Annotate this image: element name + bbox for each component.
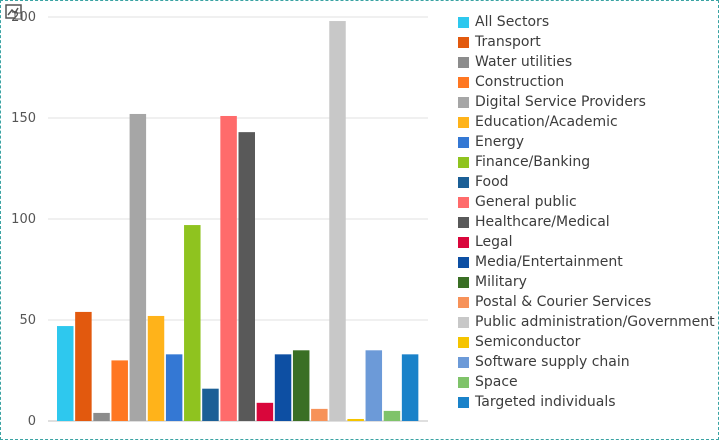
- legend-label: General public: [475, 194, 577, 210]
- legend-item[interactable]: Healthcare/Medical: [458, 212, 715, 232]
- bar-software-supply-chain[interactable]: [365, 350, 383, 421]
- bar-digital-service-providers[interactable]: [129, 113, 147, 422]
- legend-item[interactable]: Software supply chain: [458, 352, 715, 372]
- bar-food[interactable]: [202, 388, 219, 421]
- legend-swatch: [458, 336, 469, 348]
- y-tick-label: 150: [11, 111, 36, 126]
- legend-item[interactable]: All Sectors: [458, 12, 715, 32]
- legend-swatch: [458, 96, 469, 108]
- legend-label: Energy: [475, 134, 525, 150]
- legend-item[interactable]: Water utilities: [458, 52, 715, 72]
- legend-swatch: [458, 396, 469, 408]
- legend-swatch: [458, 16, 469, 28]
- legend-label: Semiconductor: [475, 334, 581, 350]
- bar-space[interactable]: [383, 410, 401, 421]
- y-tick-label: 100: [11, 212, 36, 227]
- bar-targeted-individuals[interactable]: [401, 354, 419, 421]
- bar-general-public[interactable]: [220, 115, 237, 421]
- legend-item[interactable]: Targeted individuals: [458, 392, 715, 412]
- y-tick-label: 0: [28, 414, 36, 429]
- legend-item[interactable]: Legal: [458, 232, 715, 252]
- legend-label: Legal: [475, 234, 513, 250]
- legend-label: Military: [475, 274, 527, 290]
- legend-item[interactable]: Military: [458, 272, 715, 292]
- legend-swatch: [458, 56, 469, 68]
- bar-education-academic[interactable]: [147, 315, 165, 421]
- bar-finance-banking[interactable]: [184, 225, 201, 421]
- legend-label: Food: [475, 174, 509, 190]
- legend-item[interactable]: General public: [458, 192, 715, 212]
- legend-label: Space: [475, 374, 518, 390]
- legend-item[interactable]: Media/Entertainment: [458, 252, 715, 272]
- legend-swatch: [458, 116, 469, 128]
- legend-label: Healthcare/Medical: [475, 214, 610, 230]
- legend-swatch: [458, 316, 469, 328]
- legend-item[interactable]: Construction: [458, 72, 715, 92]
- legend-label: Education/Academic: [475, 114, 618, 130]
- legend-swatch: [458, 196, 469, 208]
- legend-swatch: [458, 296, 469, 308]
- legend-swatch: [458, 136, 469, 148]
- legend-label: Construction: [475, 74, 565, 90]
- chart-legend: All Sectors Transport Water utilities Const…: [458, 12, 715, 412]
- legend-item[interactable]: Transport: [458, 32, 715, 52]
- legend-label: Targeted individuals: [475, 394, 616, 410]
- y-tick-label: 50: [19, 313, 36, 328]
- legend-swatch: [458, 236, 469, 248]
- bar-public-administration-government[interactable]: [329, 21, 346, 421]
- legend-label: Water utilities: [475, 54, 573, 70]
- legend-item[interactable]: Public administration/Government: [458, 312, 715, 332]
- legend-label: Finance/Banking: [475, 154, 591, 170]
- legend-swatch: [458, 156, 469, 168]
- legend-swatch: [458, 76, 469, 88]
- legend-label: Transport: [475, 34, 541, 50]
- bar-postal-courier-services[interactable]: [311, 408, 328, 421]
- legend-label: Digital Service Providers: [475, 94, 646, 110]
- legend-swatch: [458, 256, 469, 268]
- chart-image-icon: [5, 4, 23, 20]
- legend-label: Software supply chain: [475, 354, 630, 370]
- bar-military[interactable]: [292, 350, 310, 421]
- bar-media-entertainment[interactable]: [274, 354, 292, 421]
- y-tick-label: 200: [11, 10, 36, 25]
- bar-semiconductor[interactable]: [347, 418, 364, 421]
- legend-item[interactable]: Semiconductor: [458, 332, 715, 352]
- legend-label: Public administration/Government: [475, 314, 715, 330]
- bar-water-utilities[interactable]: [93, 412, 110, 421]
- legend-item[interactable]: Postal & Courier Services: [458, 292, 715, 312]
- bar-transport[interactable]: [75, 311, 92, 421]
- legend-swatch: [458, 176, 469, 188]
- bar-legal[interactable]: [256, 402, 274, 421]
- legend-item[interactable]: Energy: [458, 132, 715, 152]
- bar-healthcare-medical[interactable]: [238, 132, 256, 421]
- legend-item[interactable]: Finance/Banking: [458, 152, 715, 172]
- legend-label: Media/Entertainment: [475, 254, 623, 270]
- legend-item[interactable]: Education/Academic: [458, 112, 715, 132]
- legend-label: Postal & Courier Services: [475, 294, 652, 310]
- bar-all-sectors[interactable]: [57, 326, 74, 421]
- legend-item[interactable]: Food: [458, 172, 715, 192]
- legend-item[interactable]: Digital Service Providers: [458, 92, 715, 112]
- legend-swatch: [458, 356, 469, 368]
- legend-swatch: [458, 376, 469, 388]
- legend-label: All Sectors: [475, 14, 550, 30]
- legend-swatch: [458, 216, 469, 228]
- legend-swatch: [458, 276, 469, 288]
- legend-item[interactable]: Space: [458, 372, 715, 392]
- bar-construction[interactable]: [111, 360, 128, 421]
- bar-energy[interactable]: [165, 354, 183, 421]
- legend-swatch: [458, 36, 469, 48]
